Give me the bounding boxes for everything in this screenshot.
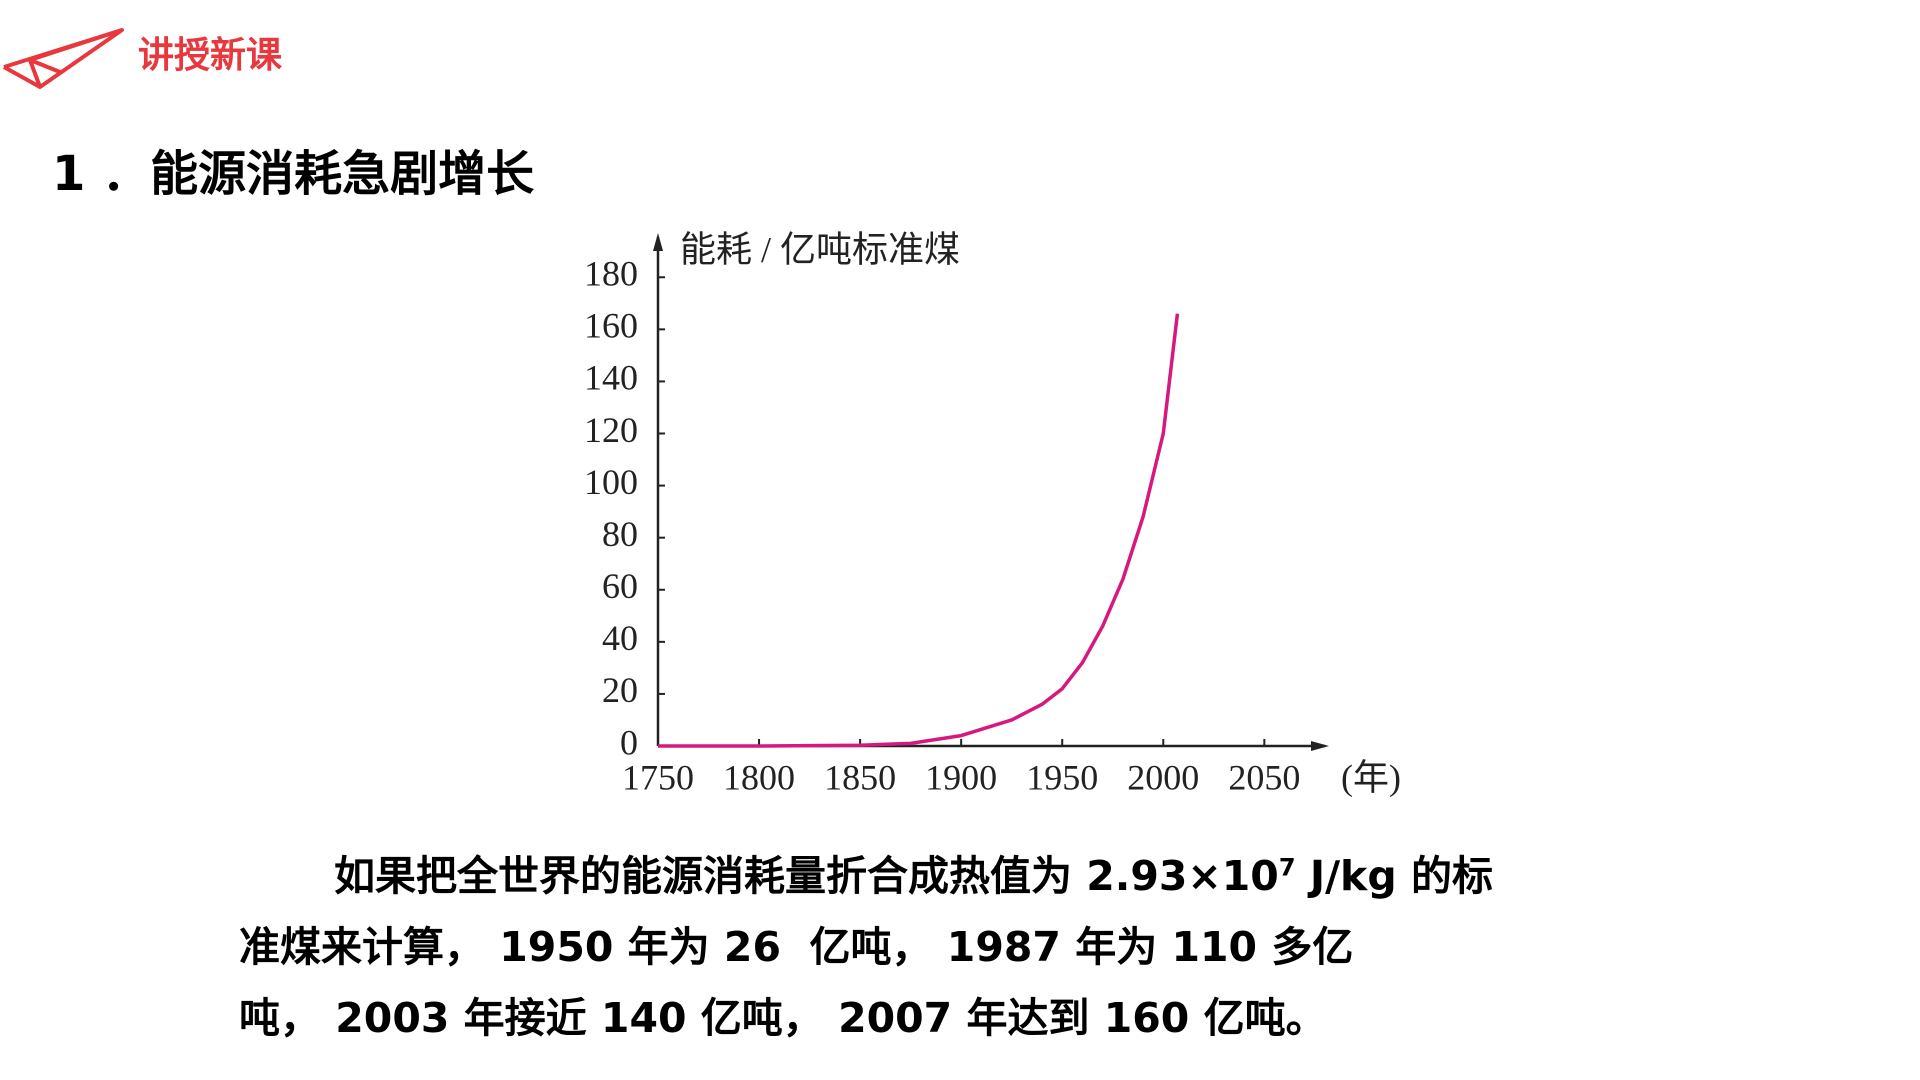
y-tick-label: 120 <box>584 410 638 450</box>
text: 如果把全世界的能源消耗量折合成热值为 2.93×10 <box>334 852 1279 900</box>
x-axis-label: (年) <box>1341 757 1401 797</box>
x-axis-arrow <box>1311 741 1329 751</box>
y-tick-label: 160 <box>584 306 638 346</box>
y-axis-label: 能耗 / 亿吨标准煤 <box>680 229 960 269</box>
paragraph-line: 准煤来计算， 1950 年为 26 亿吨， 1987 年为 110 多亿 <box>239 923 1354 971</box>
text: J/kg 的标 <box>1295 852 1493 900</box>
paragraph-line: 吨， 2003 年接近 140 亿吨， 2007 年达到 160 亿吨。 <box>239 994 1327 1042</box>
y-tick-label: 0 <box>620 722 638 762</box>
x-tick-label: 2000 <box>1127 757 1199 797</box>
exponent: 7 <box>1278 853 1296 882</box>
data-line <box>658 313 1180 748</box>
x-tick-label: 1950 <box>1026 757 1098 797</box>
y-tick-label: 40 <box>602 618 638 658</box>
chart: 0 20 40 60 80 100 120 140 160 180 1750 1800 1850 1900… <box>584 229 1401 797</box>
x-tick-label: 1850 <box>824 757 896 797</box>
section-title: 讲授新课 <box>138 35 283 76</box>
y-tick-label: 20 <box>602 670 638 710</box>
y-tick-label: 100 <box>584 462 638 502</box>
paragraph-line: 如果把全世界的能源消耗量折合成热值为 2.93×107 J/kg 的标 <box>334 842 1493 902</box>
x-tick-label: 1800 <box>723 757 795 797</box>
y-tick-label: 140 <box>584 358 638 398</box>
y-axis-arrow <box>653 233 663 251</box>
x-tick-label: 1750 <box>622 757 694 797</box>
heading: 1 ．能源消耗急剧增长 <box>52 146 535 202</box>
x-tick-label: 2050 <box>1228 757 1300 797</box>
y-tick-label: 180 <box>584 254 638 294</box>
x-tick-label: 1900 <box>925 757 997 797</box>
y-tick-label: 60 <box>602 566 638 606</box>
plane-icon <box>3 28 124 89</box>
y-tick-label: 80 <box>602 514 638 554</box>
